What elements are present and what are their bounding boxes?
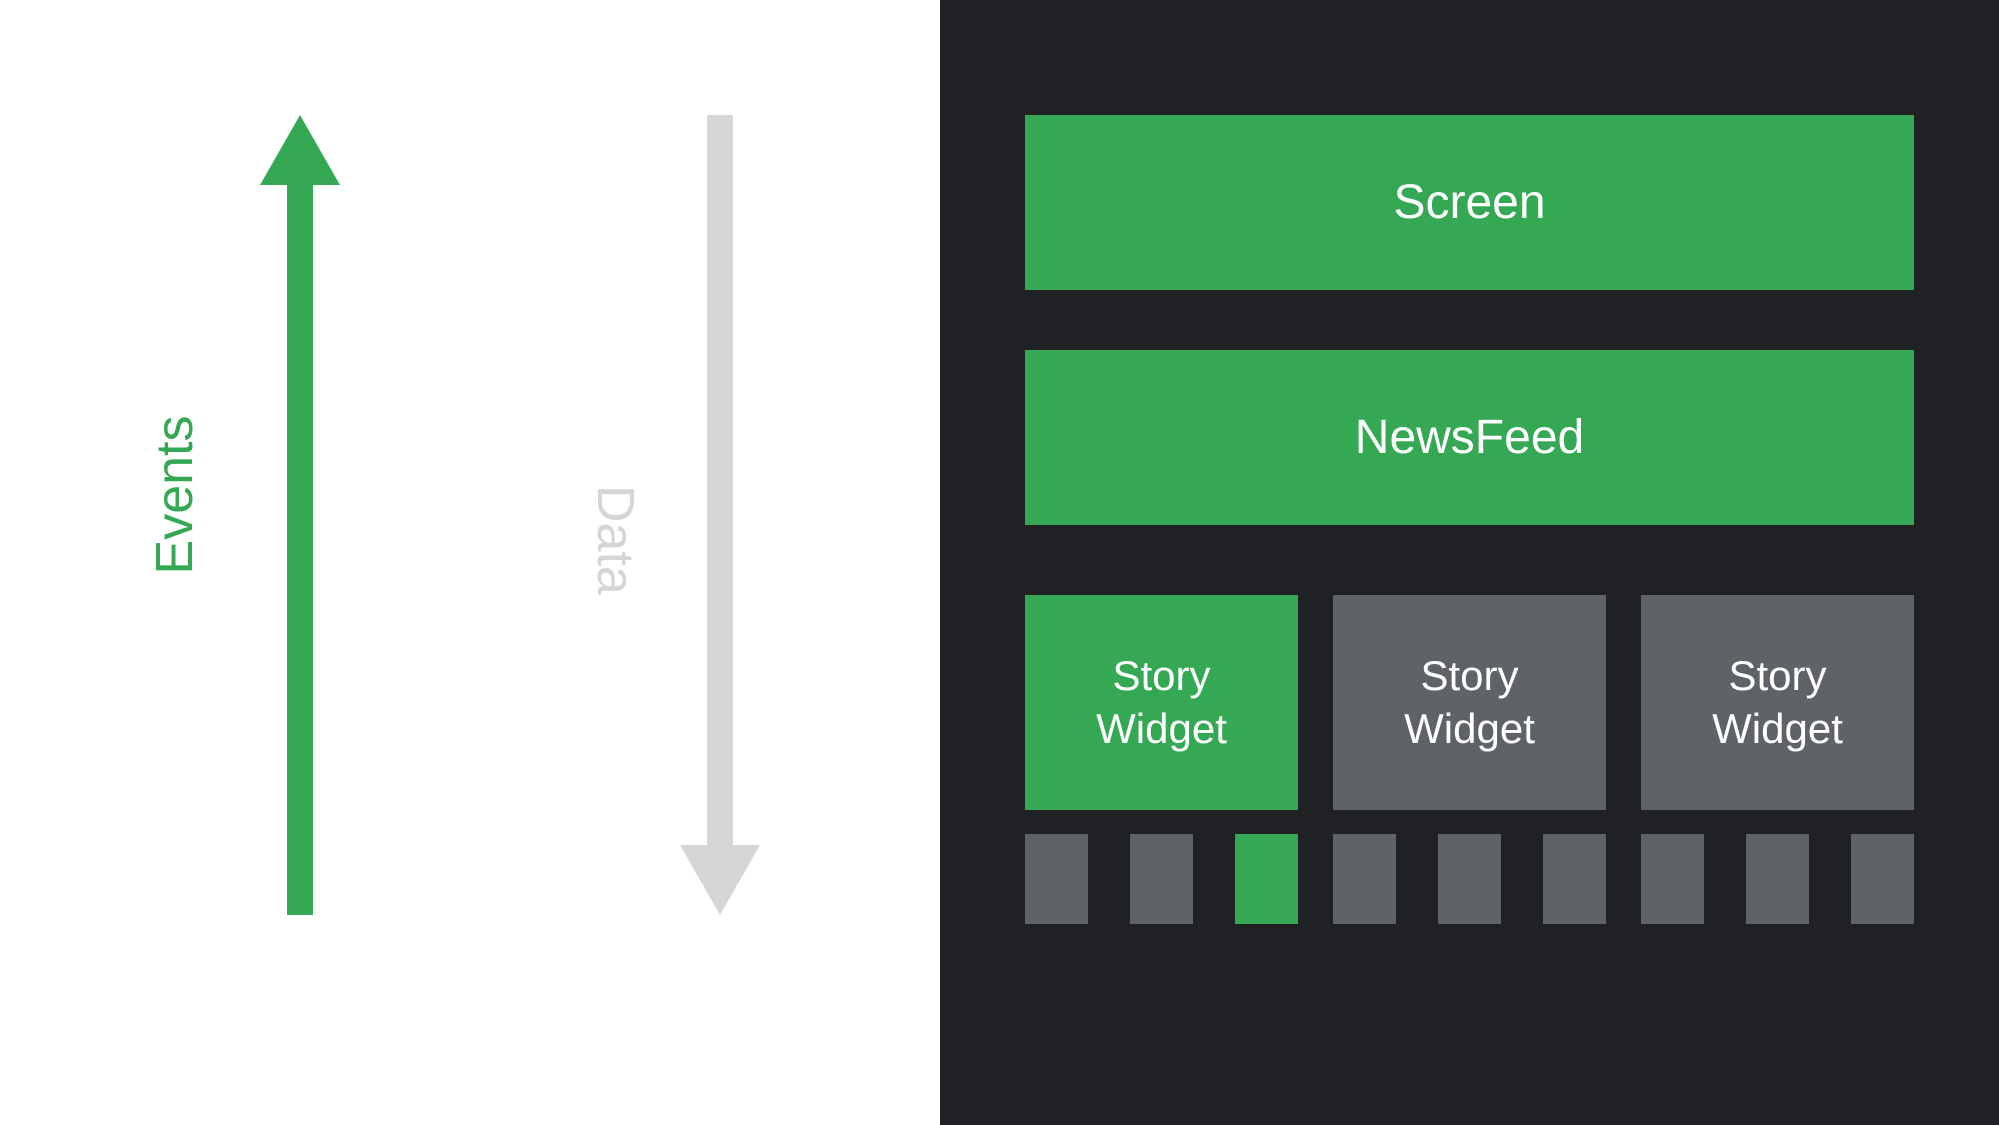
leaf-row bbox=[1025, 834, 1298, 924]
leaf-box bbox=[1438, 834, 1501, 924]
leaf-box bbox=[1130, 834, 1193, 924]
story-column: Story Widget bbox=[1025, 595, 1298, 924]
leaf-row bbox=[1333, 834, 1606, 924]
newsfeed-box: NewsFeed bbox=[1025, 350, 1914, 525]
arrow-down-icon bbox=[680, 115, 760, 915]
data-arrow-group: Data bbox=[680, 115, 760, 915]
leaf-box bbox=[1025, 834, 1088, 924]
leaf-box bbox=[1746, 834, 1809, 924]
story-widget-label: Story Widget bbox=[1096, 650, 1227, 755]
events-label: Events bbox=[145, 416, 205, 575]
right-panel: Screen NewsFeed Story Widget St bbox=[940, 0, 1999, 1125]
data-label: Data bbox=[585, 485, 645, 595]
screen-box: Screen bbox=[1025, 115, 1914, 290]
leaf-row bbox=[1641, 834, 1914, 924]
story-widget-box: Story Widget bbox=[1641, 595, 1914, 810]
leaf-box bbox=[1235, 834, 1298, 924]
leaf-box bbox=[1333, 834, 1396, 924]
events-arrow-group: Events bbox=[260, 115, 340, 915]
arrow-up-icon bbox=[260, 115, 340, 915]
story-row: Story Widget Story Widget bbox=[1025, 595, 1914, 924]
story-widget-box: Story Widget bbox=[1333, 595, 1606, 810]
screen-label: Screen bbox=[1393, 175, 1545, 230]
leaf-box bbox=[1543, 834, 1606, 924]
story-column: Story Widget bbox=[1333, 595, 1606, 924]
story-widget-label: Story Widget bbox=[1712, 650, 1843, 755]
leaf-box bbox=[1641, 834, 1704, 924]
leaf-box bbox=[1851, 834, 1914, 924]
newsfeed-label: NewsFeed bbox=[1355, 410, 1584, 465]
story-widget-label: Story Widget bbox=[1404, 650, 1535, 755]
story-column: Story Widget bbox=[1641, 595, 1914, 924]
left-panel: Events Data bbox=[0, 0, 940, 1125]
story-widget-box: Story Widget bbox=[1025, 595, 1298, 810]
widget-hierarchy: Screen NewsFeed Story Widget St bbox=[1025, 115, 1914, 924]
